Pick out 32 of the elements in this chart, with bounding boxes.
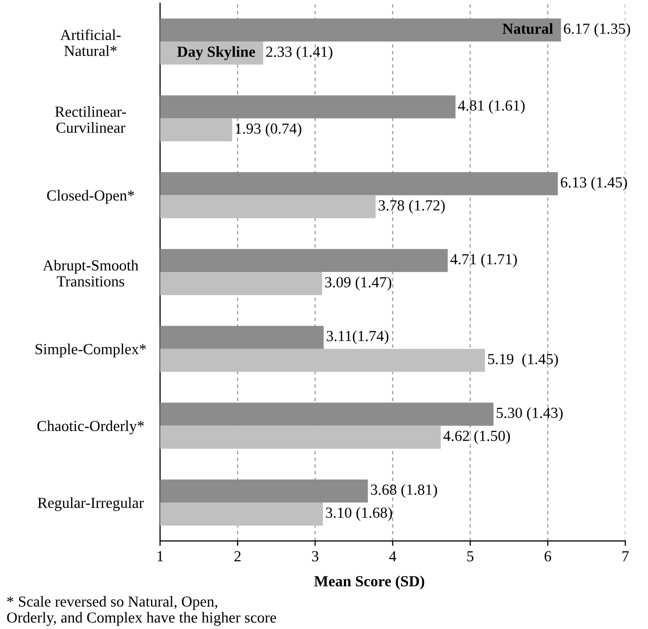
data-label: 1.93 (0.74) [236, 122, 302, 137]
y-tick-label: Closed-Open* [47, 190, 134, 204]
y-tick-label: Regular-Irregular [38, 497, 144, 512]
y-tick-label: Chaotic-Orderly* [37, 420, 144, 434]
x-tick-label: 7 [622, 551, 629, 562]
data-label: 6.13 (1.45) [560, 176, 627, 191]
text: * Scale reversed so Natural, Open, Orderly, and Complex have the higher score [7, 596, 276, 626]
y-tick-label: Artificial- Natural* [60, 29, 121, 56]
data-label: 6.17 (1.35) [564, 23, 630, 37]
data-label: 3.78 (1.72) [378, 200, 445, 214]
x-tick-label: 4 [389, 551, 396, 562]
data-label: 5.30 (1.43) [496, 407, 563, 422]
data-label: 2.33 (1.41) [266, 46, 332, 60]
data-label: 3.10 (1.68) [326, 507, 392, 521]
data-label: 4.71 (1.71) [450, 254, 517, 268]
x-tick-label: 2 [234, 551, 241, 562]
data-label: 4.81 (1.61) [458, 100, 525, 114]
data-label: 5.19 (1.45) [488, 353, 558, 368]
y-tick-label: Rectilinear- Curvilinear [55, 106, 126, 133]
x-tick-label: 1 [158, 551, 163, 562]
y-tick-label: Abrupt-Smooth Transitions [42, 260, 138, 287]
x-tick-label: 6 [544, 551, 552, 562]
data-label: 3.09 (1.47) [325, 276, 392, 290]
y-tick-label: Simple-Complex* [36, 344, 146, 358]
x-tick-label: 3 [312, 551, 318, 562]
series-label: Natural [502, 23, 553, 34]
x-axis-title: Mean Score (SD) [314, 576, 424, 590]
series-label: Day Skyline [177, 46, 256, 60]
data-label: 4.62 (1.50) [443, 430, 510, 444]
data-label: 3.11(1.74) [326, 330, 388, 344]
x-tick-label: 5 [467, 551, 474, 562]
data-label: 3.68 (1.81) [370, 484, 437, 498]
